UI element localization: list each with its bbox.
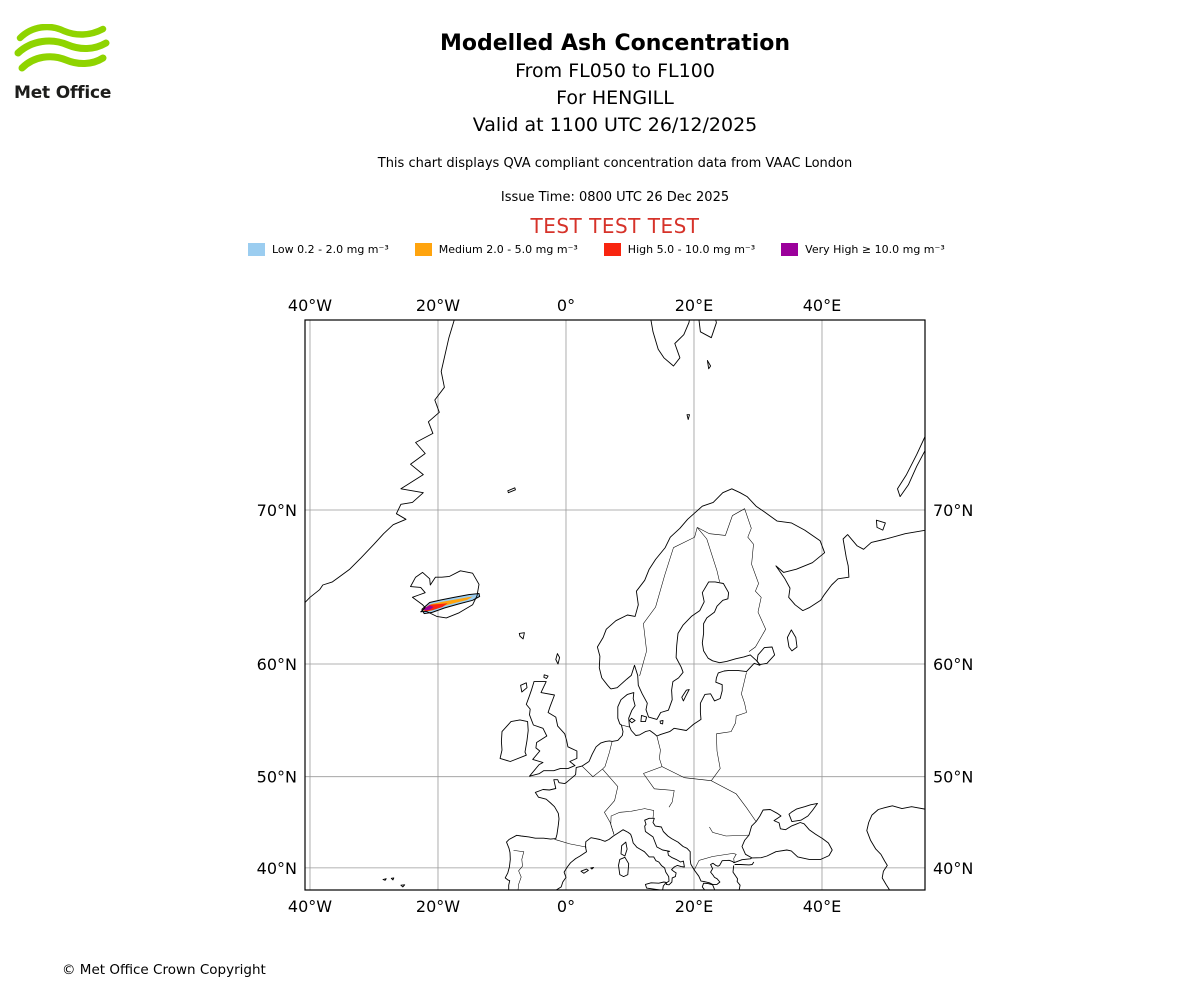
legend-swatch-high [603, 243, 621, 256]
lon-tick-label-top: 40°W [288, 296, 332, 315]
subtitle-flight-levels: From FL050 to FL100 [515, 60, 715, 82]
legend-label-medium: Medium 2.0 - 5.0 mg m⁻³ [438, 243, 578, 256]
legend-swatch-medium [414, 243, 432, 256]
lon-tick-label-bottom: 40°E [803, 897, 841, 916]
lon-tick-label-bottom: 20°W [416, 897, 460, 916]
axis-labels: 40°W 40°W 20°W 20°W 0° 0° 20°E 20°E 40°E 40°E 70°N… [257, 296, 974, 916]
coastlines [305, 320, 925, 890]
legend-item-high: High 5.0 - 10.0 mg m⁻³ [603, 243, 756, 256]
lon-tick-label-top: 20°W [416, 296, 460, 315]
lon-tick-label-top: 40°E [803, 296, 841, 315]
lon-tick-label-bottom: 40°W [288, 897, 332, 916]
lat-tick-label-right: 70°N [933, 501, 973, 520]
legend-label-very_high: Very High ≥ 10.0 mg m⁻³ [805, 243, 945, 256]
legend-swatch-very_high [781, 243, 799, 256]
ash-plume [421, 592, 481, 615]
qva-compliance-note: This chart displays QVA compliant concen… [377, 156, 853, 171]
legend-item-low: Low 0.2 - 2.0 mg m⁻³ [248, 243, 389, 256]
lat-tick-label-right: 50°N [933, 768, 973, 787]
lat-tick-label-left: 70°N [257, 501, 297, 520]
map-frame [304, 319, 926, 891]
subtitle-valid-time: Valid at 1100 UTC 26/12/2025 [472, 114, 758, 136]
lon-tick-label-bottom: 0° [557, 897, 575, 916]
issue-time: Issue Time: 0800 UTC 26 Dec 2025 [500, 190, 730, 205]
met-office-logo-text: Met Office [14, 83, 112, 103]
lon-tick-label-top: 20°E [675, 296, 713, 315]
legend-label-low: Low 0.2 - 2.0 mg m⁻³ [272, 243, 389, 256]
legend: Low 0.2 - 2.0 mg m⁻³ Medium 2.0 - 5.0 mg … [248, 243, 945, 256]
lat-tick-label-left: 60°N [257, 655, 297, 674]
chart-title: Modelled Ash Concentration [439, 31, 791, 56]
legend-swatch-low [248, 243, 265, 256]
map-graticule [305, 320, 925, 890]
country-borders [513, 508, 767, 890]
met-office-wave-icon [14, 24, 110, 72]
copyright: © Met Office Crown Copyright [62, 962, 266, 978]
met-office-logo: Met Office [14, 24, 130, 103]
legend-label-high: High 5.0 - 10.0 mg m⁻³ [627, 243, 756, 256]
lat-tick-label-right: 60°N [933, 655, 973, 674]
lat-tick-label-left: 50°N [257, 768, 297, 787]
chart-header: Modelled Ash Concentration From FL050 to… [30, 30, 1200, 238]
subtitle-volcano: For HENGILL [556, 87, 674, 109]
lat-tick-label-right: 40°N [933, 859, 973, 878]
test-banner: TEST TEST TEST [530, 214, 700, 238]
lon-tick-label-bottom: 20°E [675, 897, 713, 916]
legend-item-medium: Medium 2.0 - 5.0 mg m⁻³ [414, 243, 578, 256]
lat-tick-label-left: 40°N [257, 859, 297, 878]
lon-tick-label-top: 0° [557, 296, 575, 315]
legend-item-very_high: Very High ≥ 10.0 mg m⁻³ [781, 243, 945, 256]
ash-band-very_high [422, 605, 434, 611]
